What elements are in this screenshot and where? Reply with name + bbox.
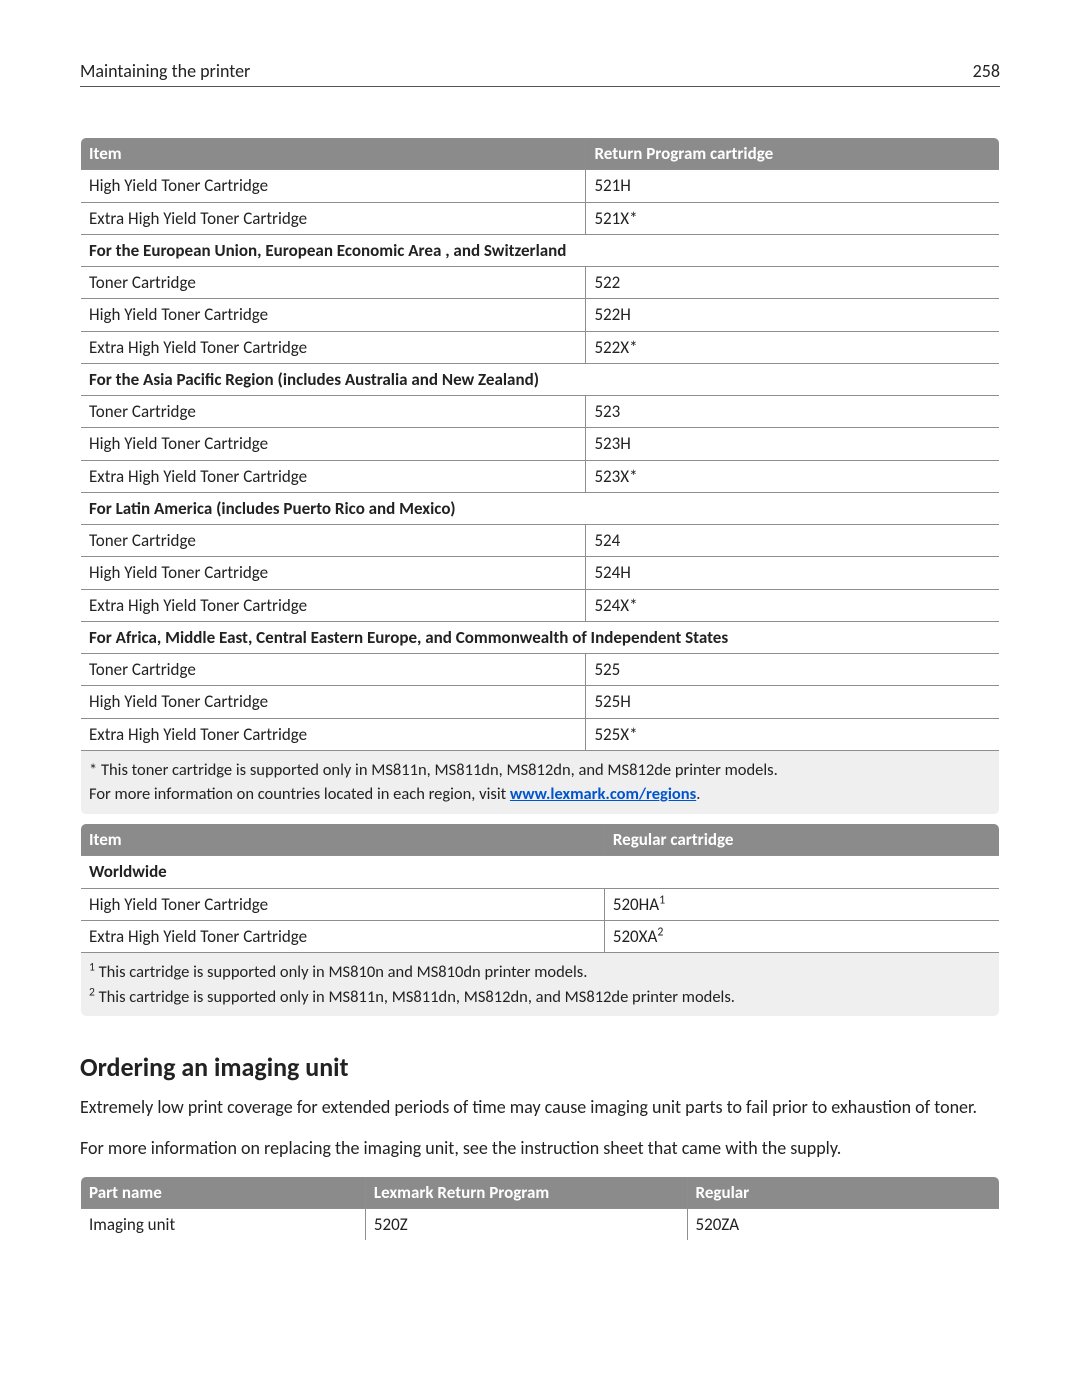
header-title: Maintaining the printer xyxy=(80,60,250,82)
col-regular: Regular xyxy=(687,1176,999,1208)
item-cell: High Yield Toner Cartridge xyxy=(81,299,586,331)
item-cell: High Yield Toner Cartridge xyxy=(81,888,605,920)
section-heading: Worldwide xyxy=(81,856,1000,888)
item-cell: Toner Cartridge xyxy=(81,654,586,686)
table1-footnote: * This toner cartridge is supported only… xyxy=(81,750,1000,814)
table-row: High Yield Toner Cartridge522H xyxy=(81,299,1000,331)
code-cell: 524X* xyxy=(586,589,1000,621)
table-row: Extra High Yield Toner Cartridge521X* xyxy=(81,202,1000,234)
item-cell: Toner Cartridge xyxy=(81,267,586,299)
item-cell: Extra High Yield Toner Cartridge xyxy=(81,460,586,492)
ordering-para1: Extremely low print coverage for extende… xyxy=(80,1095,1000,1119)
regions-link[interactable]: www.lexmark.com/regions xyxy=(510,784,696,804)
code-cell: 522 xyxy=(586,267,1000,299)
item-cell: High Yield Toner Cartridge xyxy=(81,557,586,589)
table-row: Imaging unit520Z520ZA xyxy=(81,1209,1000,1241)
item-cell: Extra High Yield Toner Cartridge xyxy=(81,589,586,621)
superscript: 1 xyxy=(659,893,665,907)
footnote2-line1: 1 This cartridge is supported only in MS… xyxy=(89,962,991,983)
part-name-cell: Imaging unit xyxy=(81,1209,366,1241)
item-cell: Toner Cartridge xyxy=(81,525,586,557)
code-cell: 525H xyxy=(586,686,1000,718)
item-cell: Extra High Yield Toner Cartridge xyxy=(81,202,586,234)
table-row: High Yield Toner Cartridge525H xyxy=(81,686,1000,718)
table-row: Extra High Yield Toner Cartridge524X* xyxy=(81,589,1000,621)
footnote2-line2: 2 This cartridge is supported only in MS… xyxy=(89,987,991,1008)
table-row: For Latin America (includes Puerto Rico … xyxy=(81,492,1000,524)
section-heading: For Latin America (includes Puerto Rico … xyxy=(81,492,1000,524)
page-number: 258 xyxy=(973,60,1000,82)
code-cell: 525 xyxy=(586,654,1000,686)
item-cell: Toner Cartridge xyxy=(81,396,586,428)
footnote-line2: For more information on countries locate… xyxy=(89,784,991,805)
imaging-unit-table: Part name Lexmark Return Program Regular… xyxy=(80,1176,1000,1242)
page: Maintaining the printer 258 Item Return … xyxy=(0,0,1080,1309)
table-row: High Yield Toner Cartridge523H xyxy=(81,428,1000,460)
table-row: High Yield Toner Cartridge524H xyxy=(81,557,1000,589)
regular-cartridge-table: Item Regular cartridge WorldwideHigh Yie… xyxy=(80,823,1000,1017)
item-cell: Extra High Yield Toner Cartridge xyxy=(81,920,605,952)
ordering-heading: Ordering an imaging unit xyxy=(80,1051,1000,1083)
code-cell: 523H xyxy=(586,428,1000,460)
code-cell: 524 xyxy=(586,525,1000,557)
item-cell: High Yield Toner Cartridge xyxy=(81,428,586,460)
return-program-cell: 520Z xyxy=(365,1209,687,1241)
section-heading: For Africa, Middle East, Central Eastern… xyxy=(81,621,1000,653)
table-row: Extra High Yield Toner Cartridge523X* xyxy=(81,460,1000,492)
item-cell: Extra High Yield Toner Cartridge xyxy=(81,331,586,363)
superscript: 2 xyxy=(657,925,663,939)
code-cell: 520HA1 xyxy=(604,888,999,920)
code-cell: 521H xyxy=(586,170,1000,202)
section-heading: For the European Union, European Economi… xyxy=(81,234,1000,266)
footnote-line1: * This toner cartridge is supported only… xyxy=(89,760,991,781)
table-row: For the European Union, European Economi… xyxy=(81,234,1000,266)
return-program-cartridge-table: Item Return Program cartridge High Yield… xyxy=(80,137,1000,815)
table-row: High Yield Toner Cartridge521H xyxy=(81,170,1000,202)
col-regular: Regular cartridge xyxy=(604,824,999,856)
code-cell: 524H xyxy=(586,557,1000,589)
code-cell: 521X* xyxy=(586,202,1000,234)
table-row: Worldwide xyxy=(81,856,1000,888)
running-header: Maintaining the printer 258 xyxy=(80,60,1000,87)
table-row: High Yield Toner Cartridge520HA1 xyxy=(81,888,1000,920)
code-cell: 520XA2 xyxy=(604,920,999,952)
col-item: Item xyxy=(81,138,586,170)
col-part-name: Part name xyxy=(81,1176,366,1208)
regular-cell: 520ZA xyxy=(687,1209,999,1241)
item-cell: Extra High Yield Toner Cartridge xyxy=(81,718,586,750)
code-cell: 523 xyxy=(586,396,1000,428)
code-cell: 523X* xyxy=(586,460,1000,492)
code-cell: 522X* xyxy=(586,331,1000,363)
col-item: Item xyxy=(81,824,605,856)
table-row: Toner Cartridge525 xyxy=(81,654,1000,686)
code-cell: 522H xyxy=(586,299,1000,331)
table-row: For Africa, Middle East, Central Eastern… xyxy=(81,621,1000,653)
ordering-para2: For more information on replacing the im… xyxy=(80,1136,1000,1160)
col-return-program: Return Program cartridge xyxy=(586,138,1000,170)
section-heading: For the Asia Pacific Region (includes Au… xyxy=(81,363,1000,395)
table-row: For the Asia Pacific Region (includes Au… xyxy=(81,363,1000,395)
table-row: Extra High Yield Toner Cartridge525X* xyxy=(81,718,1000,750)
table-row: Extra High Yield Toner Cartridge520XA2 xyxy=(81,920,1000,952)
code-cell: 525X* xyxy=(586,718,1000,750)
table2-footnote: 1 This cartridge is supported only in MS… xyxy=(81,953,1000,1017)
col-return-program: Lexmark Return Program xyxy=(365,1176,687,1208)
item-cell: High Yield Toner Cartridge xyxy=(81,170,586,202)
table-row: Toner Cartridge522 xyxy=(81,267,1000,299)
table-row: Toner Cartridge524 xyxy=(81,525,1000,557)
table-row: Toner Cartridge523 xyxy=(81,396,1000,428)
item-cell: High Yield Toner Cartridge xyxy=(81,686,586,718)
table-row: Extra High Yield Toner Cartridge522X* xyxy=(81,331,1000,363)
